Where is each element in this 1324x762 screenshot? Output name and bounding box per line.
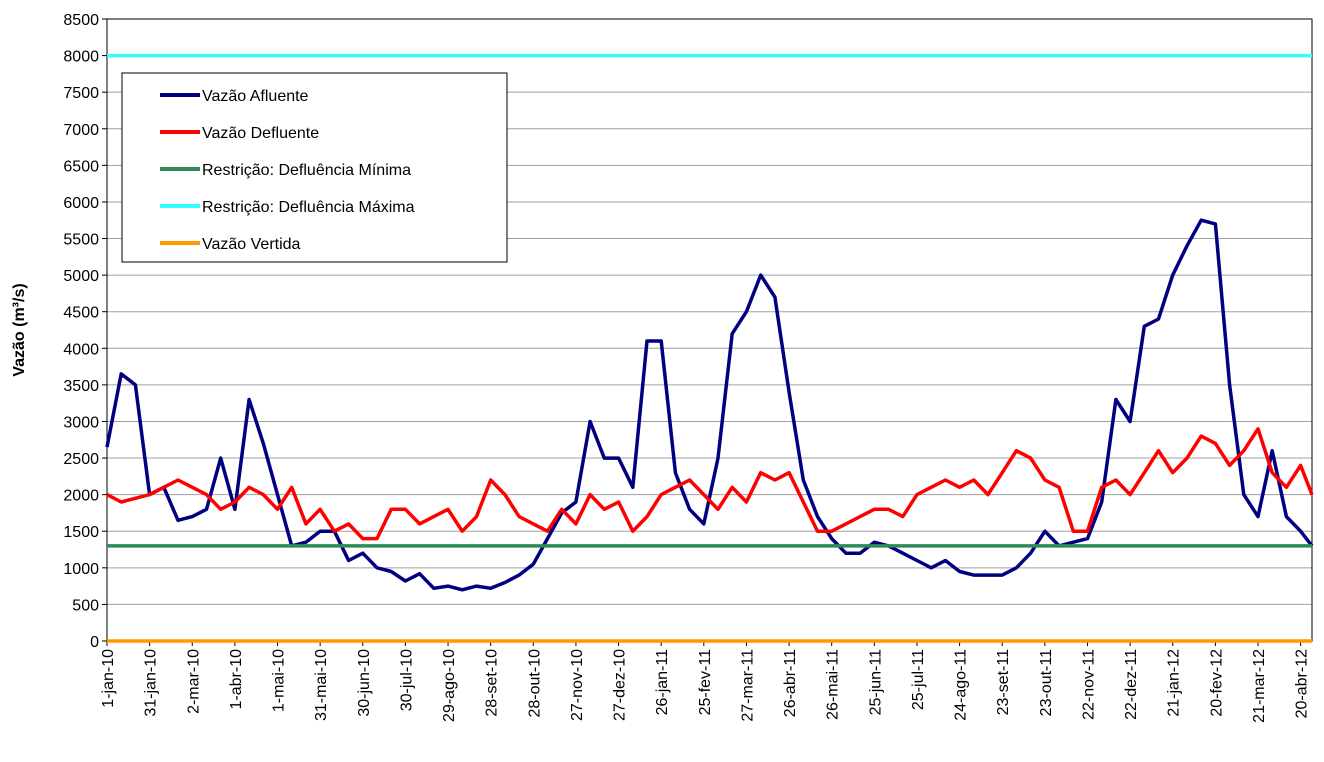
x-tick-label: 28-out-10	[526, 649, 543, 718]
x-tick-label: 23-set-11	[995, 649, 1012, 716]
x-tick-label: 31-jan-10	[143, 649, 160, 717]
x-tick-label: 1-mai-10	[271, 649, 288, 712]
x-tick-label: 20-fev-12	[1208, 649, 1225, 717]
x-tick-label: 22-dez-11	[1123, 649, 1140, 720]
y-tick-label: 5500	[63, 232, 99, 249]
y-tick-label: 2500	[63, 451, 99, 468]
x-tick-label: 2-mar-10	[185, 649, 202, 714]
x-tick-label: 24-ago-11	[953, 649, 970, 721]
y-tick-label: 5000	[63, 268, 99, 285]
x-tick-label: 27-dez-10	[612, 649, 629, 721]
legend-label: Restrição: Defluência Máxima	[202, 199, 415, 216]
y-axis-title: Vazão (m³/s)	[11, 283, 28, 376]
x-tick-label: 21-mar-12	[1251, 649, 1268, 723]
legend-label: Vazão Defluente	[202, 125, 319, 142]
x-tick-label: 23-out-11	[1038, 649, 1055, 716]
y-tick-label: 8000	[63, 49, 99, 66]
y-tick-label: 3000	[63, 414, 99, 431]
x-tick-label: 25-fev-11	[697, 649, 714, 716]
x-tick-label: 1-jan-10	[100, 649, 117, 708]
x-tick-label: 28-set-10	[484, 649, 501, 717]
x-tick-label: 27-mar-11	[739, 649, 756, 722]
x-tick-label: 27-nov-10	[569, 649, 586, 721]
x-tick-label: 20-abr-12	[1294, 649, 1311, 718]
x-tick-label: 26-abr-11	[782, 649, 799, 717]
y-tick-label: 7000	[63, 122, 99, 139]
x-tick-label: 1-abr-10	[228, 649, 245, 710]
x-tick-label: 22-nov-11	[1080, 649, 1097, 720]
legend-label: Vazão Vertida	[202, 236, 301, 253]
y-tick-label: 4500	[63, 305, 99, 322]
x-tick-label: 21-jan-12	[1166, 649, 1183, 717]
y-tick-label: 1500	[63, 524, 99, 541]
x-tick-label: 26-mai-11	[825, 649, 842, 720]
y-tick-label: 4000	[63, 341, 99, 358]
y-tick-label: 2000	[63, 488, 99, 505]
legend-label: Restrição: Defluência Mínima	[202, 162, 411, 179]
x-tick-label: 25-jul-11	[910, 649, 927, 710]
x-tick-label: 30-jul-10	[398, 649, 415, 711]
y-tick-label: 6500	[63, 158, 99, 175]
y-tick-label: 6000	[63, 195, 99, 212]
x-tick-label: 31-mai-10	[313, 649, 330, 721]
x-tick-label: 26-jan-11	[654, 649, 671, 716]
series-line	[105, 218, 1314, 592]
y-tick-label: 500	[72, 597, 99, 614]
y-tick-label: 8500	[63, 12, 99, 29]
y-tick-label: 0	[90, 634, 99, 651]
y-tick-label: 7500	[63, 85, 99, 102]
y-tick-label: 3500	[63, 378, 99, 395]
x-tick-label: 29-ago-10	[441, 649, 458, 722]
y-tick-label: 1000	[63, 561, 99, 578]
series-line	[106, 427, 1314, 541]
legend-label: Vazão Afluente	[202, 88, 309, 105]
x-tick-label: 25-jun-11	[867, 649, 884, 716]
x-tick-label: 30-jun-10	[356, 649, 373, 717]
